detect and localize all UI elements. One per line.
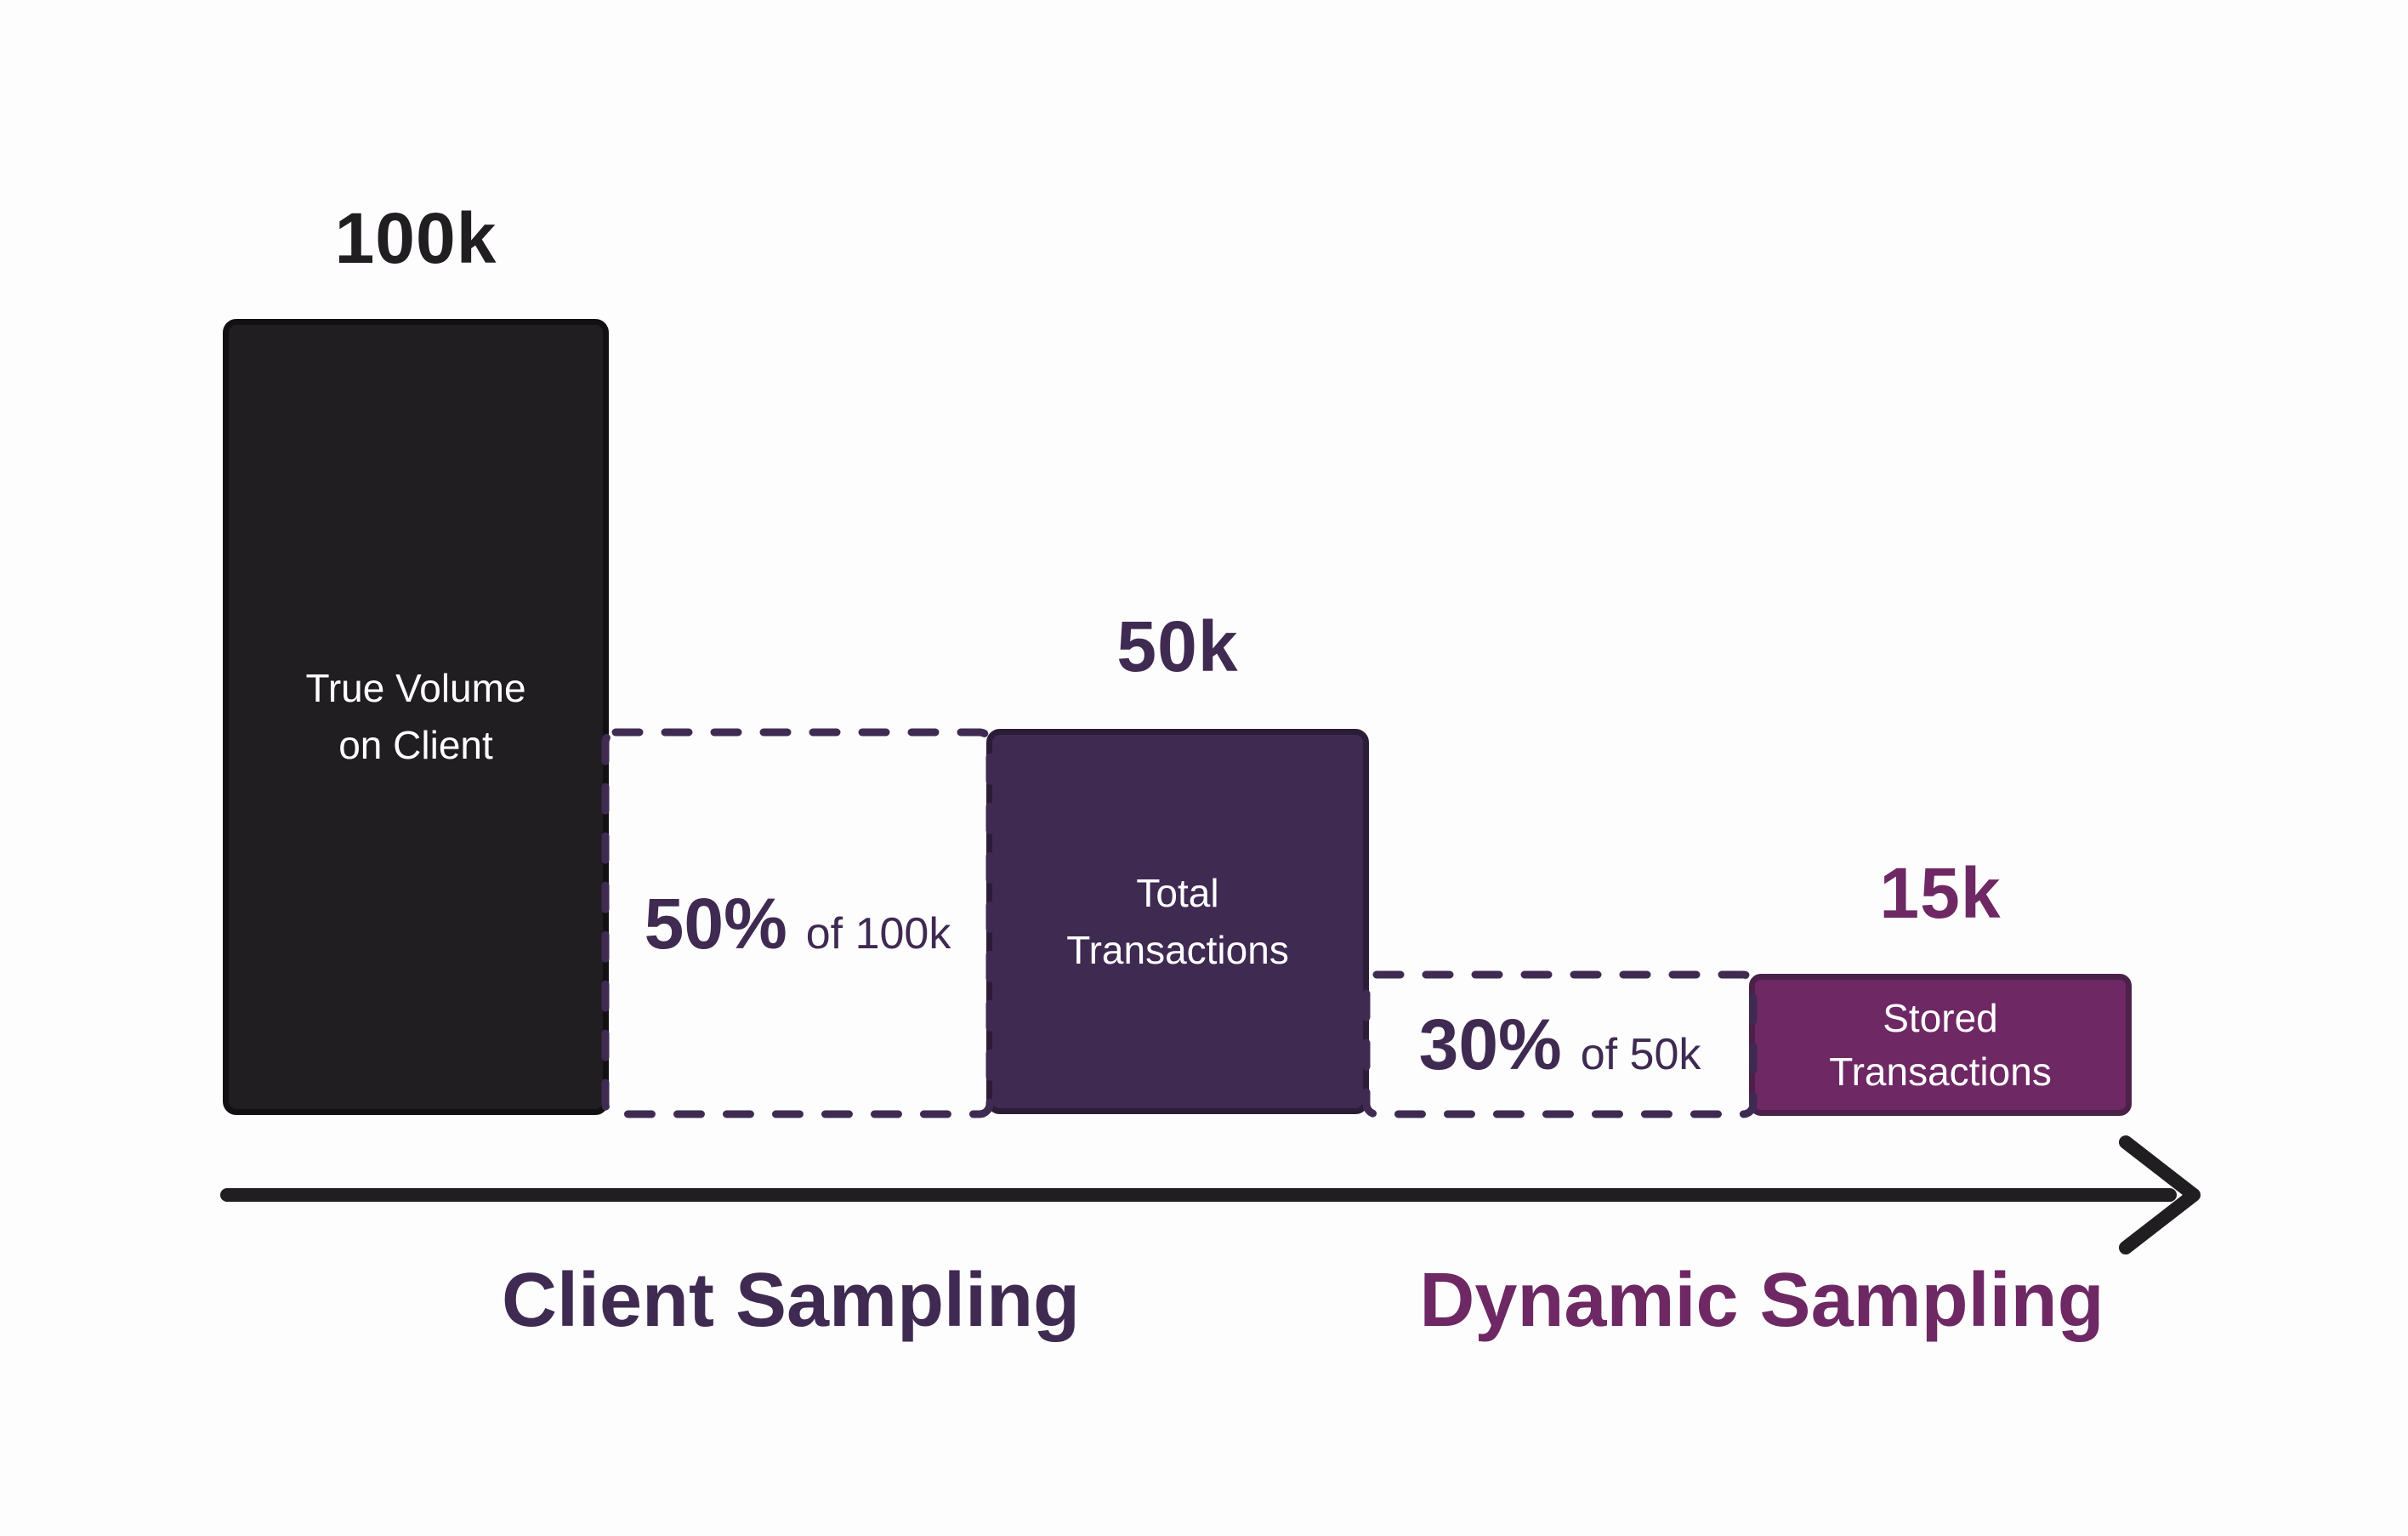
stage-label-client-sampling: Client Sampling [501,1258,1081,1343]
timeline-arrow-head [2119,1135,2201,1254]
bar-true-volume-on-client: True Volume on Client [223,319,609,1115]
dropoff-percent: 50% [644,883,787,964]
dropoff-caption-client-sampling: 50% of 100k [606,733,989,1114]
value-label-100k: 100k [334,198,497,278]
stage-label-dynamic-sampling: Dynamic Sampling [1419,1258,2104,1343]
bar-label: Stored Transactions [1829,996,2052,1094]
bar-total-transactions: Total Transactions [986,729,1369,1114]
value-label-50k: 50k [1116,606,1239,686]
dropoff-of-text: of 100k [805,908,951,959]
bar-stored-transactions: Stored Transactions [1749,974,2132,1116]
dropoff-percent: 30% [1418,1004,1562,1084]
value-label-15k: 15k [1879,853,2002,933]
dropoff-of-text: of 50k [1580,1030,1701,1079]
bar-label: Total Transactions [1066,870,1289,972]
bar-label: True Volume on Client [305,666,526,767]
dropoff-caption-dynamic-sampling: 30% of 50k [1366,976,1753,1114]
